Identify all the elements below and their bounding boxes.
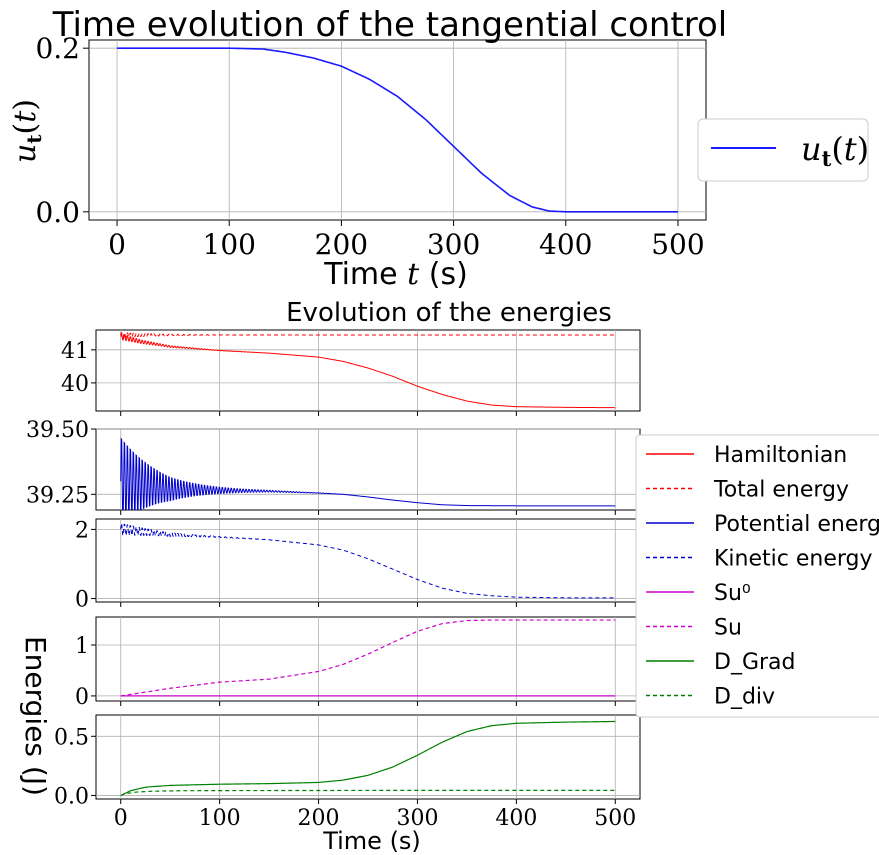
control-xtick-label-500: 500 bbox=[651, 228, 704, 261]
energies-chart-title: Evolution of the energies bbox=[286, 298, 612, 328]
control-ticks: 0 100 200 300 400 500 0.0 0.2 bbox=[35, 32, 704, 261]
energies-frames bbox=[95, 329, 641, 800]
energies-line-su bbox=[120, 619, 616, 697]
control-xtick-label-300: 300 bbox=[427, 228, 480, 261]
energies-legend-label-hamiltonian: Hamiltonian bbox=[714, 443, 847, 468]
energies-lines bbox=[120, 332, 616, 797]
energies-ytick-label-3-2: 2 bbox=[75, 518, 89, 543]
energies-ytick-label-4-1: 1 bbox=[75, 634, 89, 659]
energies-ytick-label-2-39-50: 39.50 bbox=[26, 418, 89, 443]
energies-legend-label-total-energy: Total energy bbox=[713, 478, 849, 503]
energies-gridlines bbox=[96, 330, 640, 799]
energies-legend-label-su: Su bbox=[714, 616, 742, 641]
control-xtick-label-0: 0 bbox=[108, 228, 126, 261]
energies-line-d-div bbox=[120, 789, 616, 797]
energies-legend-label-su: Su⁰ bbox=[714, 581, 751, 606]
energies-xtick-label-100: 100 bbox=[199, 806, 241, 831]
control-legend-label: ut(t) bbox=[801, 130, 869, 171]
energies-xtick-label-0: 0 bbox=[114, 806, 128, 831]
control-xtick-label-200: 200 bbox=[315, 228, 368, 261]
energies-line-total-energy bbox=[120, 332, 616, 338]
control-chart-title: Time evolution of the tangential control bbox=[52, 5, 727, 45]
energies-ylabel: Energies (J) bbox=[19, 636, 52, 796]
energies-legend: Hamiltonian Total energy Potential energy K… bbox=[635, 434, 879, 718]
energies-subplot-frame-5 bbox=[95, 714, 641, 800]
energies-line-hamiltonian bbox=[120, 333, 616, 409]
energies-ytick-label-4-0: 0 bbox=[75, 685, 89, 710]
energies-subplot-frame-4 bbox=[95, 616, 641, 702]
energies-line-kinetic-energy bbox=[120, 522, 616, 599]
control-chart: Time evolution of the tangential control… bbox=[8, 5, 869, 292]
control-line-u-t-t bbox=[117, 47, 678, 213]
energies-subplot-frame-1 bbox=[95, 329, 641, 412]
control-ytick-label-0-2: 0.2 bbox=[35, 32, 80, 65]
energies-line-potential-energy bbox=[120, 437, 616, 510]
energies-xtick-label-200: 200 bbox=[298, 806, 340, 831]
energies-subplot-frame-2 bbox=[95, 428, 641, 511]
energies-ytick-label-1-40: 40 bbox=[61, 372, 89, 397]
energies-legend-label-kinetic-energy: Kinetic energy bbox=[714, 547, 873, 572]
energies-ytick-label-1-41: 41 bbox=[61, 339, 89, 364]
energies-xtick-label-400: 400 bbox=[495, 806, 537, 831]
control-legend: ut(t) bbox=[697, 118, 869, 182]
energies-ytick-label-5-0-0: 0.0 bbox=[54, 784, 89, 809]
energies-xlabel: Time (s) bbox=[322, 827, 421, 855]
control-plot-frame bbox=[88, 39, 707, 221]
energies-subplot-frame-3 bbox=[95, 518, 641, 603]
energies-legend-label-d-grad: D_Grad bbox=[714, 650, 795, 675]
control-xtick-label-100: 100 bbox=[203, 228, 256, 261]
energies-legend-label-d-div: D_div bbox=[714, 685, 775, 710]
energies-legend-label-potential-energy: Potential energy bbox=[714, 512, 879, 537]
energies-legend-box bbox=[635, 434, 879, 718]
energies-chart: Evolution of the energies 41 40 39.50 39.25… bbox=[19, 298, 879, 855]
control-legend-box bbox=[697, 118, 869, 182]
energies-line-d-grad bbox=[120, 720, 616, 796]
energies-xtick-label-500: 500 bbox=[594, 806, 636, 831]
energies-xtick-label-300: 300 bbox=[396, 806, 438, 831]
control-lines bbox=[117, 47, 678, 213]
energies-ytick-label-2-39-25: 39.25 bbox=[26, 483, 89, 508]
control-ylabel: ut(t) bbox=[8, 99, 46, 163]
energies-ticks: 41 40 39.50 39.25 2 0 1 0 0.5 0.0 0 100 200 300 400 500 bbox=[26, 339, 636, 831]
control-xlabel: Time t (s) bbox=[323, 257, 468, 292]
control-xtick-label-400: 400 bbox=[539, 228, 592, 261]
control-gridlines bbox=[89, 40, 706, 220]
control-ytick-label-0-0: 0.0 bbox=[35, 196, 80, 229]
energies-ytick-label-3-0: 0 bbox=[75, 588, 89, 613]
energies-ytick-label-5-0-5: 0.5 bbox=[54, 725, 89, 750]
